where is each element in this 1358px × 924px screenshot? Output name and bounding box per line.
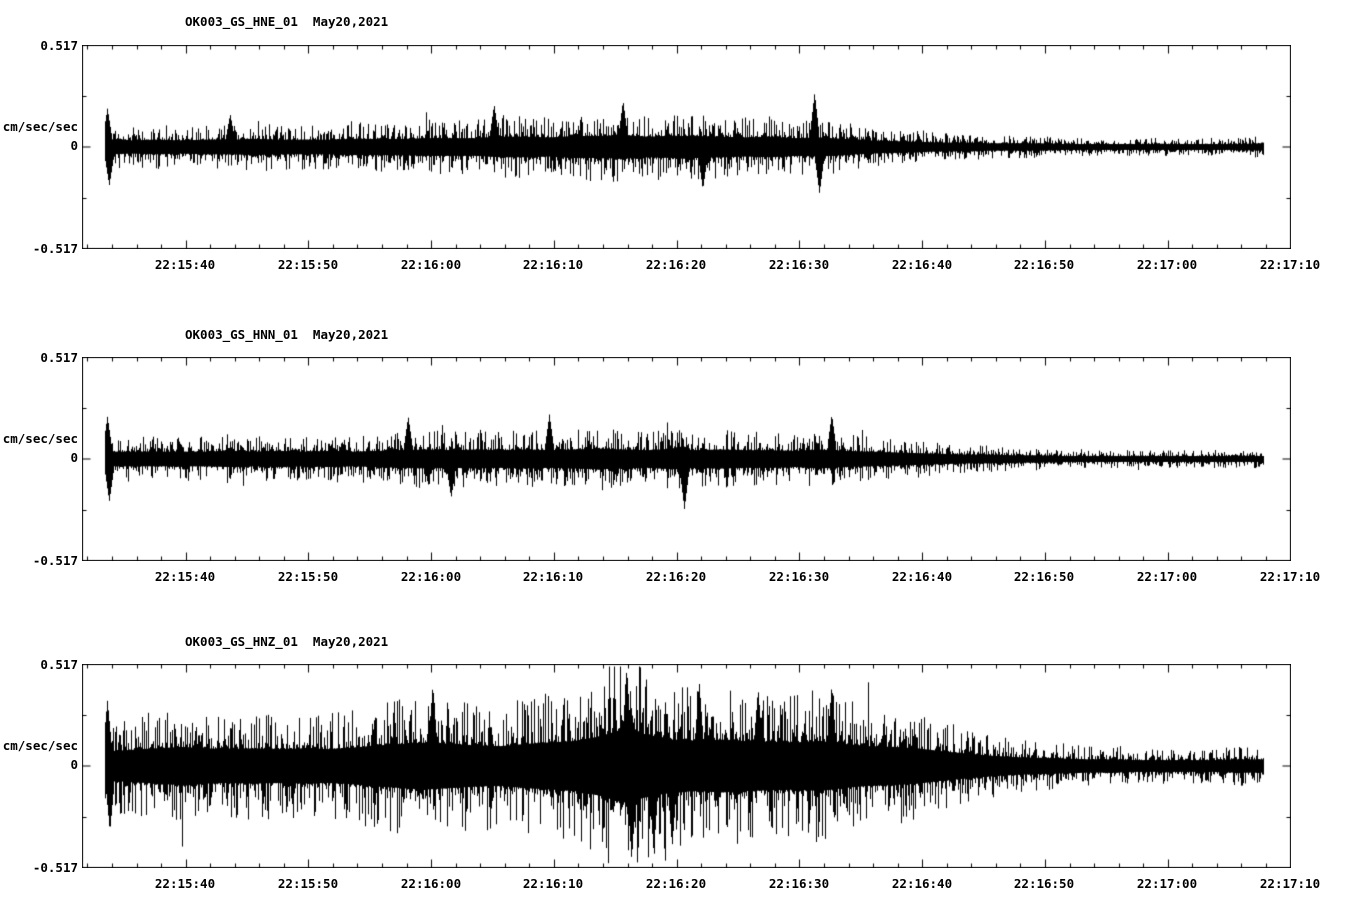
x-tick-label: 22:16:40 xyxy=(891,876,953,891)
x-tick-label: 22:16:20 xyxy=(645,569,707,584)
y-max-label-hne: 0.517 xyxy=(40,38,78,53)
x-tick-label: 22:15:50 xyxy=(277,569,339,584)
x-tick-label: 22:16:00 xyxy=(400,257,462,272)
x-tick-label: 22:17:10 xyxy=(1259,257,1321,272)
x-tick-label: 22:16:00 xyxy=(400,876,462,891)
x-tick-label: 22:16:20 xyxy=(645,876,707,891)
trace-title-hne: OK003_GS_HNE_01 May20,2021 xyxy=(185,14,389,29)
x-tick-label: 22:16:20 xyxy=(645,257,707,272)
y-min-label-hnn: -0.517 xyxy=(32,553,78,568)
x-tick-label: 22:16:50 xyxy=(1013,257,1075,272)
x-tick-label: 22:17:00 xyxy=(1136,257,1198,272)
y-min-label-hne: -0.517 xyxy=(32,241,78,256)
x-tick-label: 22:15:50 xyxy=(277,257,339,272)
y-zero-label-hnz: 0 xyxy=(70,757,78,772)
seismogram-canvas-hnz xyxy=(82,664,1291,868)
y-min-label-hnz: -0.517 xyxy=(32,860,78,875)
seismogram-canvas-hnn xyxy=(82,357,1291,561)
x-tick-label: 22:17:00 xyxy=(1136,876,1198,891)
x-tick-label: 22:16:50 xyxy=(1013,876,1075,891)
x-tick-label: 22:16:40 xyxy=(891,257,953,272)
y-max-label-hnn: 0.517 xyxy=(40,350,78,365)
x-tick-label: 22:16:40 xyxy=(891,569,953,584)
y-unit-label-hne: cm/sec/sec xyxy=(2,119,78,134)
trace-title-hnz: OK003_GS_HNZ_01 May20,2021 xyxy=(185,634,389,649)
x-tick-label: 22:16:30 xyxy=(768,569,830,584)
x-tick-label: 22:16:00 xyxy=(400,569,462,584)
x-tick-label: 22:16:50 xyxy=(1013,569,1075,584)
x-tick-label: 22:17:10 xyxy=(1259,569,1321,584)
x-tick-label: 22:17:10 xyxy=(1259,876,1321,891)
x-tick-label: 22:15:40 xyxy=(154,257,216,272)
seismogram-canvas-hne xyxy=(82,45,1291,249)
y-unit-label-hnn: cm/sec/sec xyxy=(2,431,78,446)
y-max-label-hnz: 0.517 xyxy=(40,657,78,672)
x-tick-label: 22:17:00 xyxy=(1136,569,1198,584)
y-zero-label-hne: 0 xyxy=(70,138,78,153)
x-tick-label: 22:16:10 xyxy=(522,569,584,584)
x-tick-label: 22:16:10 xyxy=(522,876,584,891)
x-tick-label: 22:16:10 xyxy=(522,257,584,272)
y-unit-label-hnz: cm/sec/sec xyxy=(2,738,78,753)
x-tick-label: 22:15:40 xyxy=(154,569,216,584)
trace-title-hnn: OK003_GS_HNN_01 May20,2021 xyxy=(185,327,389,342)
x-tick-label: 22:15:50 xyxy=(277,876,339,891)
x-tick-label: 22:16:30 xyxy=(768,876,830,891)
x-tick-label: 22:16:30 xyxy=(768,257,830,272)
x-tick-label: 22:15:40 xyxy=(154,876,216,891)
y-zero-label-hnn: 0 xyxy=(70,450,78,465)
